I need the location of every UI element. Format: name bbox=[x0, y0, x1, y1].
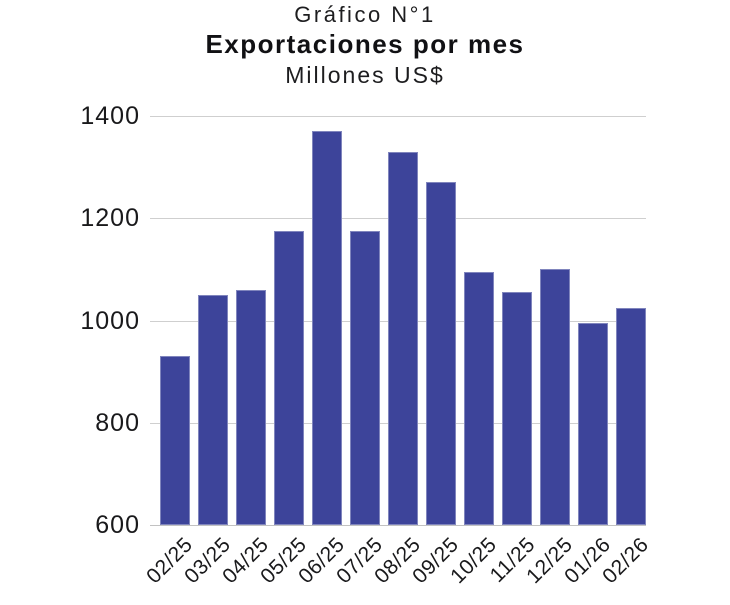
chart-title-block: Gráfico N°1 Exportaciones por mes Millon… bbox=[0, 2, 730, 89]
bar-08-25 bbox=[388, 151, 418, 525]
chart-main-title: Exportaciones por mes bbox=[205, 28, 525, 59]
bar-02-25 bbox=[160, 356, 190, 525]
y-axis-tick-label: 800 bbox=[95, 408, 140, 437]
chart-units-subtitle: Millones US$ bbox=[285, 61, 445, 88]
y-axis-tick-label: 600 bbox=[95, 511, 140, 539]
bar-06-25 bbox=[312, 131, 342, 525]
bar-02-26 bbox=[616, 307, 646, 525]
bar-12-25 bbox=[540, 269, 570, 525]
bar-01-26 bbox=[578, 323, 608, 525]
chart-number-title: Gráfico N°1 bbox=[294, 2, 436, 27]
gridline-y-600 bbox=[150, 525, 646, 526]
bar-09-25 bbox=[426, 182, 456, 525]
bar-11-25 bbox=[502, 292, 532, 525]
bar-04-25 bbox=[236, 289, 266, 525]
gridline-y-1400 bbox=[150, 116, 646, 117]
y-axis-tick-label: 1400 bbox=[80, 102, 140, 130]
y-axis-tick-label: 1200 bbox=[80, 204, 140, 233]
bar-10-25 bbox=[464, 271, 494, 525]
bar-03-25 bbox=[198, 294, 228, 525]
bar-07-25 bbox=[350, 231, 380, 525]
bar-05-25 bbox=[274, 231, 304, 525]
y-axis-tick-label: 1000 bbox=[80, 306, 140, 335]
